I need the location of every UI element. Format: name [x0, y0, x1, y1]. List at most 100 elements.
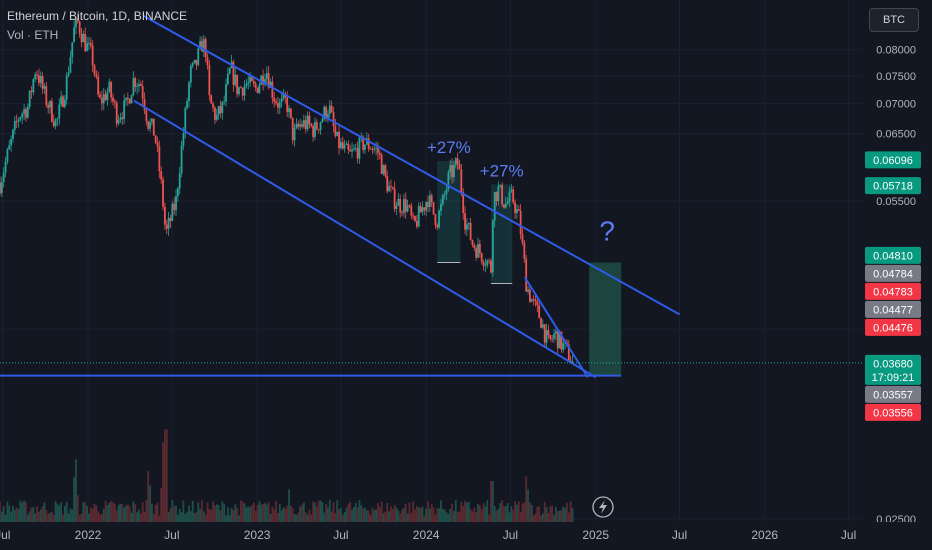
volume-bar [47, 513, 50, 522]
price-label-bg [865, 282, 921, 300]
candle-body [189, 66, 192, 83]
volume-bar [319, 500, 322, 522]
candle-body [199, 41, 201, 49]
volume-bar [130, 512, 133, 522]
candle-body [277, 103, 279, 108]
volume-bar [8, 505, 11, 522]
volume-bar [210, 509, 213, 522]
price-label-value: 0.03680 [873, 358, 913, 370]
volume-bar [493, 505, 496, 522]
volume-bar [65, 501, 68, 522]
volume-bar [340, 507, 342, 522]
volume-bar [497, 508, 500, 522]
candle-body [60, 96, 63, 105]
volume-bar [412, 501, 415, 522]
candle-body [65, 75, 68, 100]
volume-bar [128, 506, 131, 522]
candle-body [471, 240, 474, 246]
candle-body [528, 289, 531, 302]
volume-bar [95, 505, 98, 522]
candle-body [184, 108, 187, 134]
volume-bar [201, 500, 203, 522]
time-axis[interactable]: Jul 2022 Jul 2023 Jul 2024 Jul 2025 Jul 2026 Jul [0, 522, 932, 550]
volume-bar [115, 510, 118, 522]
candle-body [475, 248, 478, 258]
volume-bar [258, 500, 261, 522]
volume-bar [236, 507, 239, 522]
candle-body [390, 186, 392, 188]
volume-bar [547, 513, 550, 522]
candle-body [536, 301, 539, 306]
candle-body [167, 218, 170, 229]
volume-bar [78, 514, 81, 522]
candle-body [215, 114, 218, 120]
volume-bar [401, 509, 403, 522]
volume-bar [184, 513, 187, 522]
candle-body [195, 59, 198, 65]
volume-bar [521, 503, 524, 522]
flash-icon[interactable] [592, 496, 614, 518]
volume-bar [62, 514, 64, 522]
candle-body [286, 97, 289, 113]
candle-body [512, 189, 515, 203]
candle-body [223, 101, 226, 103]
volume-bar [293, 513, 296, 522]
candle-body [314, 122, 316, 137]
candle-body [8, 145, 11, 150]
volume-bar [569, 501, 572, 522]
time-axis-bg [0, 522, 932, 550]
candle-body [491, 220, 494, 273]
volume-bar [491, 481, 494, 522]
candle-body [182, 133, 185, 146]
time-tick-label: Jul [333, 528, 348, 542]
price-tick-label: 0.07500 [876, 71, 916, 83]
trend-lines[interactable] [0, 15, 862, 379]
candle-body [345, 143, 348, 145]
volume-bar [32, 507, 35, 522]
target-box [589, 262, 622, 376]
volume-bar [532, 515, 535, 522]
volume-bar [504, 506, 507, 522]
volume-bar [112, 502, 114, 522]
candle-body [441, 195, 444, 205]
volume-bar [478, 505, 481, 522]
volume-bar [477, 503, 479, 522]
candle-body [154, 135, 157, 143]
volume-bar [390, 506, 392, 522]
candle-body [75, 18, 77, 28]
candle-body [121, 117, 124, 120]
candle-body [562, 343, 565, 350]
candle-body [208, 65, 211, 96]
volume-bar [541, 513, 544, 522]
volume-bar [134, 504, 137, 522]
candle-body [262, 75, 264, 85]
currency-button[interactable]: BTC [869, 8, 919, 32]
volume-bar [284, 508, 287, 522]
candle-body [432, 202, 435, 215]
candle-body [32, 79, 35, 93]
candle-body [445, 189, 448, 194]
price-tick-label: 0.05500 [876, 196, 916, 208]
volume-bar [314, 502, 316, 522]
volume-bar [360, 505, 363, 522]
candle-body [58, 104, 61, 119]
candle-body [225, 84, 227, 102]
candle-body [534, 299, 537, 302]
volume-bar [488, 514, 491, 522]
volume-bar [480, 509, 483, 522]
candle-body [315, 122, 318, 130]
candle-body [453, 164, 455, 178]
candle-body [465, 224, 468, 230]
candle-body [123, 100, 126, 120]
candle-body [510, 189, 513, 192]
volume-bar [121, 504, 124, 522]
candle-body [310, 123, 313, 127]
volume-bar [408, 502, 411, 522]
volume-bar [99, 514, 101, 522]
volume-bar [445, 512, 448, 522]
measured-move-boxes [437, 161, 622, 376]
candle-body [477, 243, 479, 258]
candle-body [319, 122, 322, 131]
candle-body [556, 331, 559, 349]
